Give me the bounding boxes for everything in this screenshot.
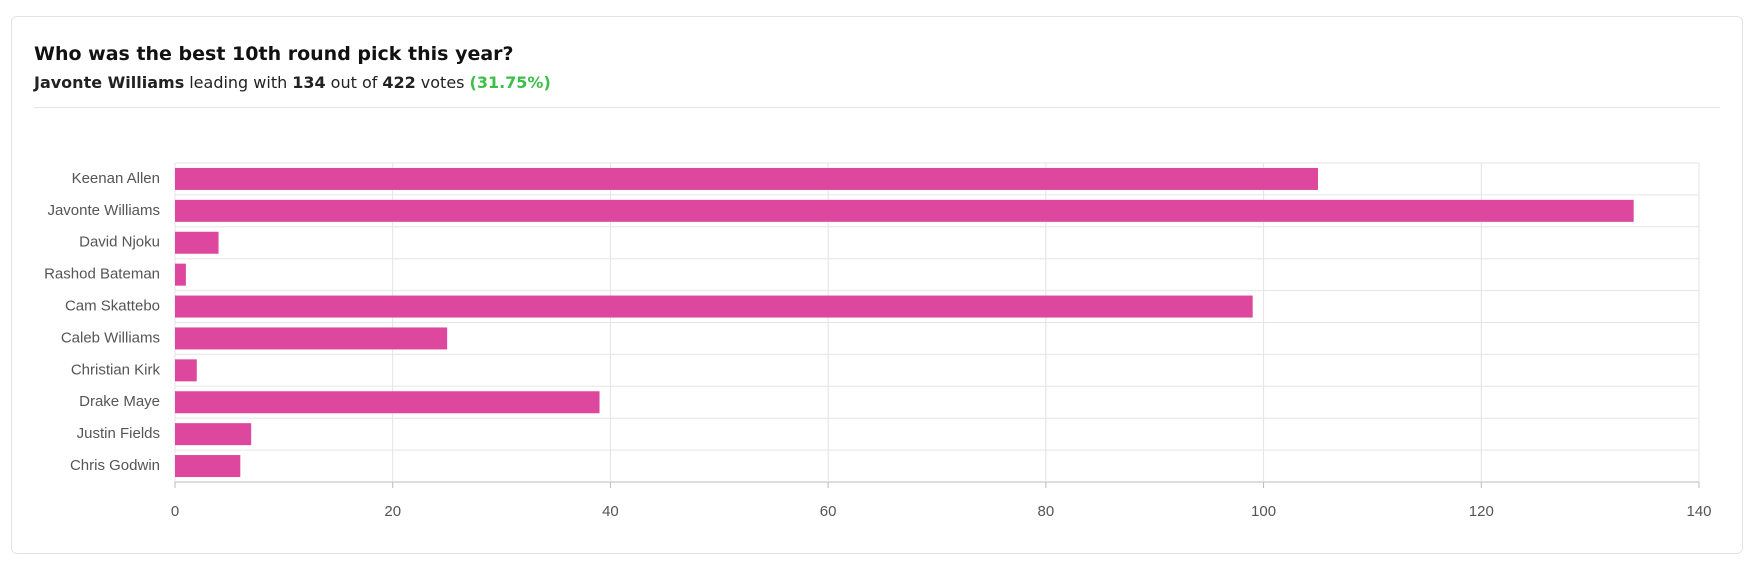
subtitle-part: out of: [330, 73, 378, 92]
bar: [175, 263, 186, 286]
bar: [175, 167, 1318, 190]
bar: [175, 423, 252, 446]
x-tick-label: 140: [1686, 503, 1711, 520]
poll-card: Who was the best 10th round pick this ye…: [11, 16, 1743, 554]
bar: [175, 359, 197, 382]
subtitle-part: Javonte Williams: [34, 73, 185, 92]
x-tick-label: 100: [1251, 503, 1276, 520]
x-tick-label: 0: [171, 503, 179, 520]
bar: [175, 199, 1634, 222]
y-tick-label: Javonte Williams: [47, 202, 160, 219]
y-tick-label: David Njoku: [79, 234, 160, 251]
subtitle-part: (31.75%): [469, 73, 551, 92]
y-tick-label: Caleb Williams: [61, 329, 160, 346]
bar: [175, 327, 448, 350]
bar: [175, 295, 1253, 318]
subtitle-part: 134: [292, 73, 326, 92]
y-tick-label: Drake Maye: [79, 393, 160, 410]
x-tick-label: 80: [1038, 503, 1055, 520]
subtitle-part: 422: [382, 73, 416, 92]
poll-subtitle: Javonte Williams leading with 134 out of 422…: [34, 73, 556, 92]
y-tick-label: Justin Fields: [77, 425, 160, 442]
x-tick-label: 60: [820, 503, 837, 520]
bar: [175, 231, 219, 254]
x-tick-label: 40: [602, 503, 619, 520]
y-tick-label: Keenan Allen: [72, 170, 160, 187]
subtitle-part: votes: [420, 73, 465, 92]
y-tick-label: Rashod Bateman: [44, 266, 160, 283]
poll-title: Who was the best 10th round pick this ye…: [34, 43, 514, 65]
divider: [34, 107, 1720, 108]
bar: [175, 455, 241, 478]
y-tick-label: Christian Kirk: [71, 361, 161, 378]
y-tick-label: Chris Godwin: [70, 457, 160, 474]
subtitle-part: leading with: [189, 73, 288, 92]
x-tick-label: 120: [1469, 503, 1494, 520]
bar: [175, 391, 600, 414]
x-tick-label: 20: [384, 503, 401, 520]
y-tick-label: Cam Skattebo: [65, 298, 160, 315]
